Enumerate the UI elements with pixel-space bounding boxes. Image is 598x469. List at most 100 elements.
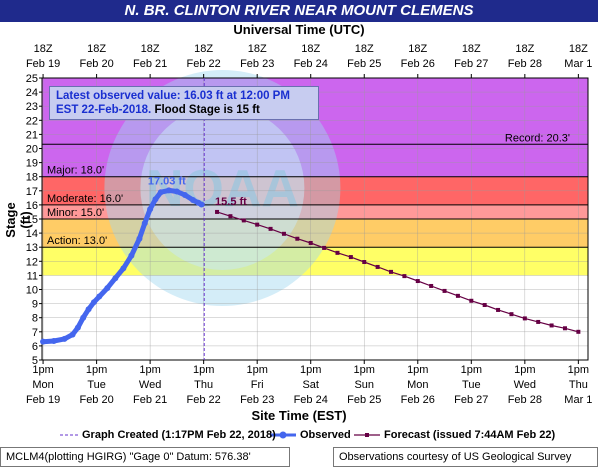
top-tick-date: Feb 24	[294, 58, 328, 70]
y-tick-label: 14	[26, 228, 38, 240]
top-tick-time: 18Z	[34, 43, 53, 55]
observed-point	[157, 189, 164, 196]
info-line-2: EST 22-Feb-2018. Flood Stage is 15 ft	[56, 103, 314, 117]
x-tick-time: 1pm	[193, 364, 214, 376]
flood-label-minor: Minor: 15.0'	[47, 207, 104, 219]
x-tick-day: Wed	[514, 379, 536, 391]
forecast-point	[562, 326, 567, 331]
forecast-point	[509, 312, 514, 317]
top-tick-time: 18Z	[248, 43, 267, 55]
noaa-watermark-inner	[140, 105, 305, 270]
observed-point	[173, 188, 180, 195]
forecast-series-line	[216, 211, 579, 333]
x-tick-date: Mar 1	[564, 394, 592, 406]
legend-forecast-marker	[365, 433, 369, 437]
y-tick-label: 19	[26, 158, 38, 170]
top-tick-time: 18Z	[408, 43, 427, 55]
top-axis-title: Universal Time (UTC)	[233, 22, 365, 37]
y-tick-label: 5	[32, 355, 38, 367]
top-tick-date: Feb 27	[454, 58, 488, 70]
legend-created-label: Graph Created (1:17PM Feb 22, 2018)	[82, 429, 276, 441]
x-tick-time: 1pm	[407, 364, 428, 376]
x-tick-date: Feb 26	[401, 394, 435, 406]
forecast-point	[536, 319, 541, 324]
top-tick-time: 18Z	[194, 43, 213, 55]
y-tick-label: 10	[26, 285, 38, 297]
x-tick-time: 1pm	[461, 364, 482, 376]
observed-point	[141, 220, 148, 227]
observed-point	[90, 299, 97, 306]
info-box: Latest observed value: 16.03 ft at 12:00…	[49, 86, 319, 120]
legend-forecast-label: Forecast (issued 7:44AM Feb 22)	[384, 429, 556, 441]
x-tick-date: Feb 23	[240, 394, 274, 406]
top-tick-time: 18Z	[301, 43, 320, 55]
forecast-point	[576, 329, 581, 334]
top-tick-time: 18Z	[462, 43, 481, 55]
x-tick-time: 1pm	[354, 364, 375, 376]
top-tick-date: Feb 28	[508, 58, 542, 70]
x-tick-day: Mon	[407, 379, 428, 391]
forecast-point	[228, 214, 233, 219]
y-tick-label: 13	[26, 242, 38, 254]
x-tick-time: 1pm	[32, 364, 53, 376]
y-tick-label: 12	[26, 256, 38, 268]
y-tick-label: 11	[27, 270, 38, 282]
x-tick-day: Thu	[194, 379, 213, 391]
top-tick-date: Feb 20	[79, 58, 113, 70]
x-tick-time: 1pm	[568, 364, 589, 376]
forecast-point	[415, 279, 420, 284]
plot-border	[41, 77, 589, 361]
forecast-point	[389, 269, 394, 274]
observed-point	[136, 235, 143, 242]
forecast-point	[322, 245, 327, 250]
observed-point	[198, 201, 205, 208]
y-tick-label: 6	[32, 341, 38, 353]
y-tick-label: 16	[26, 200, 38, 212]
y-tick-label: 18	[26, 172, 38, 184]
top-tick-time: 18Z	[141, 43, 160, 55]
x-tick-time: 1pm	[300, 364, 321, 376]
forecast-point	[215, 209, 220, 214]
x-tick-date: Feb 21	[133, 394, 167, 406]
observed-point	[128, 252, 135, 259]
observed-point	[120, 265, 127, 272]
forecast-point	[429, 283, 434, 288]
x-tick-time: 1pm	[246, 364, 267, 376]
top-tick-date: Feb 21	[133, 58, 167, 70]
forecast-point	[335, 250, 340, 255]
forecast-point	[362, 260, 367, 265]
forecast-point	[375, 264, 380, 269]
top-tick-time: 18Z	[355, 43, 374, 55]
top-tick-date: Feb 25	[347, 58, 381, 70]
credit-footer: Observations courtesy of US Geological S…	[333, 447, 598, 467]
observed-point	[147, 206, 154, 213]
forecast-point	[482, 303, 487, 308]
x-tick-time: 1pm	[139, 364, 160, 376]
x-tick-time: 1pm	[86, 364, 107, 376]
legend-observed-marker	[279, 431, 287, 439]
forecast-point	[268, 226, 273, 231]
observed-point	[96, 293, 103, 300]
info-line-2-prefix: EST 22-Feb-2018.	[56, 104, 155, 116]
forecast-point	[255, 222, 260, 227]
y-tick-label: 22	[26, 115, 38, 127]
observed-point	[85, 306, 92, 313]
x-tick-day: Mon	[32, 379, 53, 391]
y-tick-label: 15	[26, 214, 38, 226]
forecast-point	[241, 218, 246, 223]
chart-title: N. BR. CLINTON RIVER NEAR MOUNT CLEMENS	[124, 2, 474, 19]
x-tick-date: Feb 28	[508, 394, 542, 406]
forecast-start-label: 15.5 ft	[215, 196, 247, 208]
forecast-point	[308, 240, 313, 245]
observed-point	[165, 187, 172, 194]
top-tick-time: 18Z	[87, 43, 106, 55]
forecast-point	[549, 323, 554, 328]
y-tick-label: 17	[26, 186, 38, 198]
forecast-point	[348, 255, 353, 260]
y-tick-label: 9	[32, 299, 38, 311]
info-line-1: Latest observed value: 16.03 ft at 12:00…	[56, 90, 290, 102]
y-tick-label: 21	[26, 129, 38, 141]
bottom-axis-title: Site Time (EST)	[251, 408, 347, 423]
forecast-point	[442, 288, 447, 293]
